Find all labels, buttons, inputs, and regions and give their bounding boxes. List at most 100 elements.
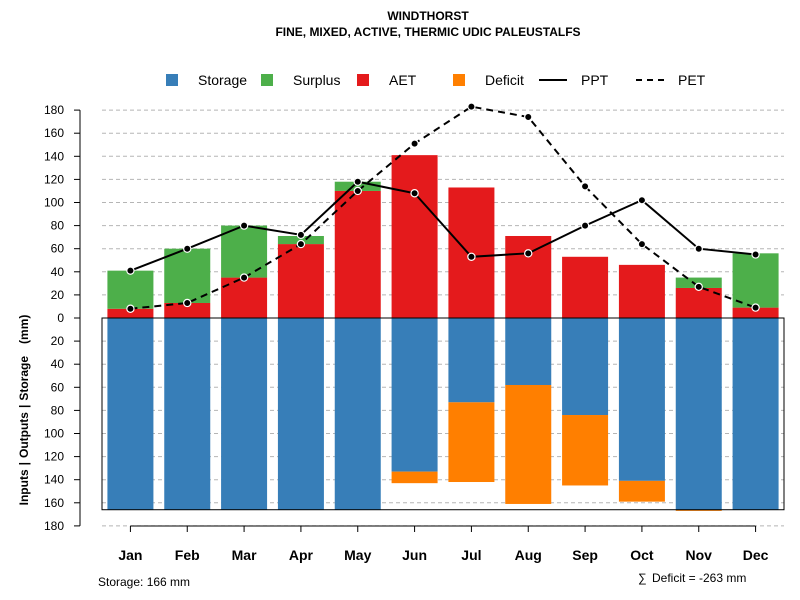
aet-bar-feb [164, 302, 211, 318]
legend-label-pet: PET [678, 72, 706, 88]
lines [126, 102, 760, 313]
bars [101, 155, 785, 511]
y-tick-label-upper-120: 120 [44, 172, 64, 186]
pet-point-mar [239, 273, 249, 282]
x-tick-label-may: May [344, 547, 371, 563]
pet-point-dec [751, 303, 760, 312]
ppt-point-aug [524, 249, 533, 258]
ppt-point-jul [467, 252, 476, 261]
y-tick-label-lower-100: 100 [44, 427, 64, 441]
y-tick-label-lower-0: 0 [57, 311, 64, 325]
deficit-bar-aug [505, 384, 552, 504]
y-axis-label: Inputs | Outputs | Storage (mm) [17, 315, 31, 506]
y-label-part-3: | [17, 405, 31, 408]
ppt-point-jan [126, 266, 135, 275]
aet-bar-mar [221, 277, 268, 318]
pet-point-jan [126, 304, 135, 313]
storage-bar-dec [732, 318, 779, 510]
y-tick-label-upper-40: 40 [51, 265, 65, 279]
chart-subtitle: FINE, MIXED, ACTIVE, THERMIC UDIC PALEUS… [275, 25, 580, 39]
y-label-part-0: Inputs [17, 469, 31, 505]
y-tick-label-upper-140: 140 [44, 149, 64, 163]
storage-footnote: Storage: 166 mm [98, 575, 190, 589]
legend-label-aet: AET [389, 72, 417, 88]
y-tick-label-upper-100: 100 [44, 196, 64, 210]
pet-point-nov [694, 282, 703, 292]
ppt-point-may [353, 177, 362, 186]
y-tick-label-lower-180: 180 [44, 519, 64, 533]
y-tick-label-upper-180: 180 [44, 103, 64, 117]
ppt-line [130, 180, 756, 272]
legend-label-storage: Storage [198, 72, 247, 88]
storage-bar-nov [675, 318, 722, 510]
ppt-point-mar [239, 221, 249, 230]
ppt-point-feb [183, 244, 192, 253]
x-tick-label-jan: Jan [118, 547, 142, 563]
y-label-part-5: (mm) [17, 315, 31, 344]
x-tick-label-dec: Dec [743, 547, 769, 563]
aet-bar-dec [732, 307, 779, 318]
legend-label-ppt: PPT [581, 72, 609, 88]
surplus-bar-jan [107, 270, 154, 309]
x-tick-label-jun: Jun [402, 547, 427, 563]
legend-label-surplus: Surplus [293, 72, 340, 88]
y-tick-label-lower-80: 80 [51, 403, 65, 417]
x-tick-label-aug: Aug [515, 547, 542, 563]
surplus-bar-may [334, 181, 381, 191]
legend-label-deficit: Deficit [485, 72, 524, 88]
aet-bar-sep [562, 256, 609, 318]
deficit-bar-jun [391, 471, 438, 484]
aet-bar-jun [391, 155, 438, 318]
y-tick-label-upper-80: 80 [51, 219, 65, 233]
ppt-point-nov [694, 244, 703, 253]
storage-bar-apr [277, 318, 324, 510]
y-tick-label-lower-60: 60 [51, 380, 65, 394]
storage-bar-may [334, 318, 381, 510]
y-label-part-2: Outputs [17, 412, 31, 458]
storage-bar-feb [164, 318, 211, 510]
surplus-bar-mar [221, 225, 268, 278]
surplus-bar-feb [164, 248, 211, 303]
sum-symbol: ∑ [638, 571, 647, 585]
y-tick-label-upper-160: 160 [44, 126, 64, 140]
y-tick-label-lower-40: 40 [51, 357, 65, 371]
aet-bar-oct [618, 264, 665, 318]
storage-bar-jun [391, 318, 438, 472]
x-tick-label-sep: Sep [572, 547, 598, 563]
aet-bar-apr [277, 244, 324, 318]
ppt-point-jun [410, 189, 419, 198]
legend-swatch-deficit [453, 74, 465, 86]
storage-bar-mar [221, 318, 268, 510]
deficit-bar-jul [448, 402, 495, 483]
pet-point-feb [183, 298, 192, 308]
x-tick-label-mar: Mar [232, 547, 257, 563]
pet-point-oct [637, 239, 647, 249]
aet-bar-may [334, 190, 381, 318]
pet-point-apr [296, 239, 306, 249]
y-tick-label-lower-20: 20 [51, 334, 65, 348]
legend-swatch-aet [357, 74, 369, 86]
aet-bar-aug [505, 235, 552, 318]
y-tick-label-lower-160: 160 [44, 496, 64, 510]
x-tick-label-oct: Oct [630, 547, 654, 563]
deficit-bar-sep [562, 415, 609, 486]
y-label-part-4: Storage [17, 356, 31, 401]
storage-bar-jul [448, 318, 495, 403]
pet-point-jul [467, 102, 476, 111]
pet-point-may [353, 186, 362, 196]
deficit-footnote: Deficit = -263 mm [652, 571, 746, 585]
deficit-bar-oct [618, 480, 665, 502]
ppt-point-dec [751, 250, 760, 259]
deficit-bar-nov [675, 509, 722, 511]
pet-point-sep [580, 182, 590, 191]
aet-bar-jan [107, 308, 154, 318]
surplus-bar-dec [732, 253, 779, 308]
storage-bar-aug [505, 318, 552, 385]
pet-point-jun [410, 139, 419, 148]
ppt-point-apr [296, 230, 306, 240]
pet-line [130, 105, 756, 310]
storage-bar-jan [107, 318, 154, 510]
legend-swatch-surplus [261, 74, 273, 86]
y-tick-label-lower-120: 120 [44, 450, 64, 464]
